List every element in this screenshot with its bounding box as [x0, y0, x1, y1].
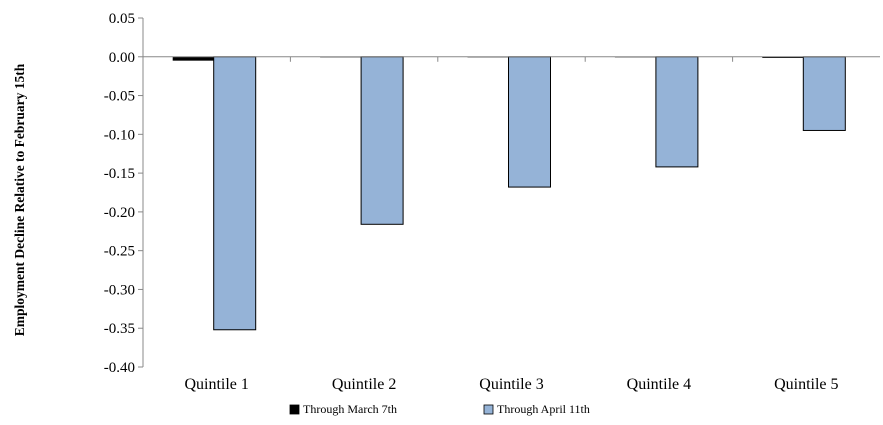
- legend-label: Through April 11th: [497, 402, 590, 416]
- bar-april: [213, 56, 257, 331]
- legend-label: Through March 7th: [303, 402, 397, 416]
- x-tick-label: Quintile 4: [627, 376, 691, 393]
- bar-april: [508, 56, 551, 188]
- bar-march: [172, 56, 215, 61]
- y-tick-label: -0.05: [104, 89, 135, 105]
- y-tick-label: -0.15: [104, 166, 135, 182]
- x-tick-label: Quintile 3: [479, 376, 543, 393]
- y-tick-label: -0.10: [104, 127, 135, 143]
- bars: [172, 56, 846, 331]
- x-axis-labels: Quintile 1 Quintile 2 Quintile 3 Quintile 4…: [184, 376, 838, 393]
- legend-swatch: [483, 404, 494, 415]
- axes: [142, 18, 880, 367]
- y-tick-label: -0.25: [104, 244, 135, 260]
- legend: Through March 7th Through April 11th: [289, 402, 590, 416]
- y-tick-label: -0.35: [104, 321, 135, 337]
- y-tick-label: -0.30: [104, 282, 135, 298]
- y-tick-label: -0.20: [104, 205, 135, 221]
- x-tick-label: Quintile 1: [184, 376, 248, 393]
- bar-april: [802, 56, 846, 131]
- y-tick-label: 0.00: [109, 50, 135, 66]
- bar-april: [360, 56, 404, 225]
- x-tick-label: Quintile 2: [332, 376, 396, 393]
- y-tick-label: 0.05: [109, 11, 135, 27]
- y-tick-label: -0.40: [104, 360, 135, 376]
- x-tick-label: Quintile 5: [774, 376, 838, 393]
- legend-swatch: [289, 404, 300, 415]
- bar-march: [762, 56, 805, 58]
- y-axis-title: Employment Decline Relative to February …: [12, 63, 27, 336]
- bar-april: [655, 56, 699, 168]
- y-axis-ticks: 0.05 0.00 -0.05 -0.10 -0.15 -0.20 -0.25 -0.30 -0…: [104, 11, 143, 376]
